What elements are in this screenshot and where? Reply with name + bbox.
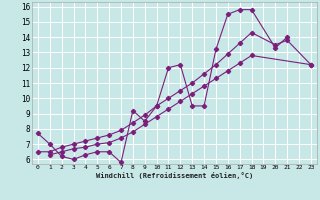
X-axis label: Windchill (Refroidissement éolien,°C): Windchill (Refroidissement éolien,°C): [96, 172, 253, 179]
